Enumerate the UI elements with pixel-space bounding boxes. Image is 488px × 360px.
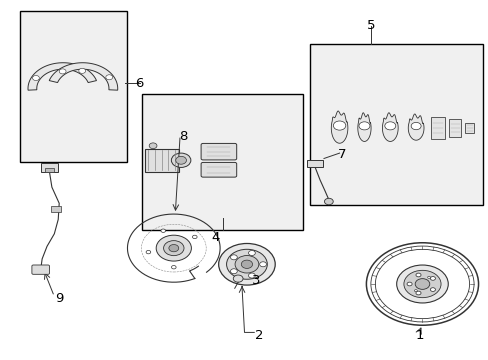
Circle shape	[192, 235, 197, 239]
Circle shape	[410, 122, 420, 130]
Polygon shape	[331, 111, 347, 143]
Text: 9: 9	[55, 292, 63, 305]
Circle shape	[146, 251, 150, 254]
Circle shape	[149, 143, 157, 149]
Circle shape	[168, 244, 178, 252]
Polygon shape	[357, 113, 370, 141]
Circle shape	[429, 288, 434, 292]
Circle shape	[358, 122, 369, 130]
Bar	[310, 44, 483, 205]
Circle shape	[415, 291, 420, 295]
Circle shape	[163, 240, 183, 256]
Circle shape	[59, 69, 66, 74]
Bar	[51, 206, 61, 212]
Circle shape	[427, 276, 429, 278]
Text: 4: 4	[211, 231, 219, 244]
Bar	[142, 94, 303, 230]
Circle shape	[259, 262, 266, 267]
Circle shape	[105, 75, 112, 80]
Text: 3: 3	[252, 274, 261, 287]
Polygon shape	[28, 63, 96, 90]
Circle shape	[235, 256, 258, 273]
Text: 7: 7	[337, 148, 346, 161]
Circle shape	[230, 269, 237, 274]
Bar	[144, 149, 178, 172]
Circle shape	[248, 251, 255, 256]
Circle shape	[403, 270, 440, 298]
Bar	[20, 12, 127, 162]
Circle shape	[33, 76, 39, 81]
Circle shape	[333, 121, 345, 130]
Circle shape	[233, 275, 243, 282]
Circle shape	[226, 249, 267, 279]
Circle shape	[175, 156, 186, 164]
Bar	[430, 117, 444, 139]
Text: 8: 8	[179, 130, 187, 144]
Circle shape	[248, 273, 255, 278]
Polygon shape	[407, 114, 423, 140]
Circle shape	[415, 273, 420, 277]
Circle shape	[324, 198, 332, 205]
Text: 2: 2	[254, 329, 263, 342]
Bar	[41, 163, 58, 172]
Circle shape	[171, 153, 190, 167]
FancyBboxPatch shape	[201, 162, 236, 177]
Circle shape	[156, 235, 191, 261]
Circle shape	[241, 260, 252, 269]
Circle shape	[230, 255, 237, 260]
FancyBboxPatch shape	[32, 265, 49, 274]
Polygon shape	[382, 113, 397, 141]
Circle shape	[79, 68, 85, 73]
Bar	[307, 160, 323, 167]
Circle shape	[396, 265, 447, 303]
Circle shape	[406, 282, 411, 286]
Text: 1: 1	[415, 329, 424, 342]
Circle shape	[384, 122, 395, 130]
FancyBboxPatch shape	[201, 143, 236, 160]
Bar	[45, 168, 54, 172]
Circle shape	[414, 290, 416, 292]
Bar	[448, 120, 461, 136]
Circle shape	[414, 279, 429, 289]
Bar	[465, 123, 473, 134]
Polygon shape	[49, 63, 118, 90]
Circle shape	[161, 229, 165, 233]
Circle shape	[218, 243, 275, 285]
Text: 5: 5	[366, 19, 375, 32]
Text: 6: 6	[135, 77, 143, 90]
Circle shape	[429, 276, 434, 280]
Circle shape	[171, 266, 176, 269]
